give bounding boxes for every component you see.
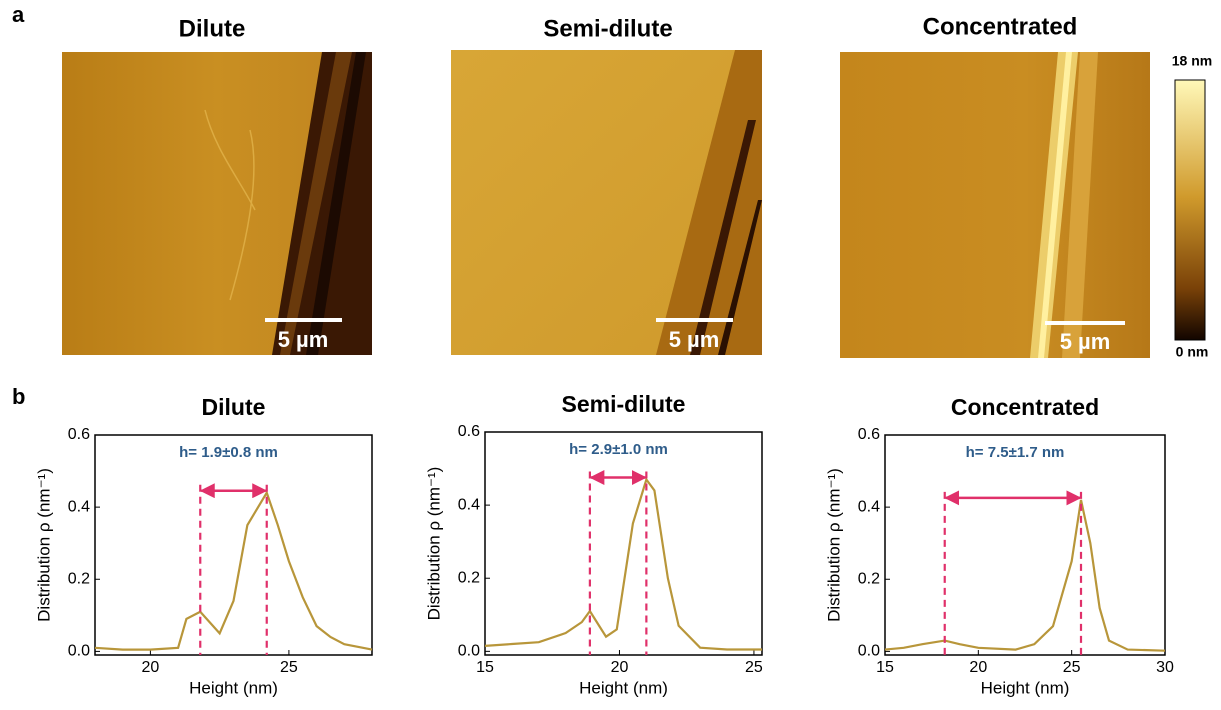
x-tick-label: 25 <box>1063 659 1081 676</box>
panel-label: b <box>12 384 25 409</box>
line-series <box>885 500 1165 651</box>
image-title: Concentrated <box>923 13 1078 40</box>
colorbar-label: 18 nm <box>1172 53 1212 69</box>
x-tick-label: 20 <box>142 659 160 676</box>
x-tick-label: 25 <box>745 659 763 676</box>
x-tick-label: 15 <box>476 659 494 676</box>
plot-frame <box>95 435 372 655</box>
y-axis-label: Distribution ρ (nm⁻¹) <box>424 467 443 621</box>
y-tick-label: 0.6 <box>68 426 90 443</box>
line-series <box>485 480 762 650</box>
colorbar-label: 0 nm <box>1176 344 1209 360</box>
scale-bar-label: 5 µm <box>669 327 720 352</box>
chart-title: Semi-dilute <box>562 391 686 417</box>
y-tick-label: 0.0 <box>458 643 480 660</box>
x-tick-label: 30 <box>1156 659 1174 676</box>
x-tick-label: 15 <box>876 659 894 676</box>
x-axis-label: Height (nm) <box>189 678 278 697</box>
chart-title: Concentrated <box>951 394 1099 420</box>
x-axis-label: Height (nm) <box>981 678 1070 697</box>
afm-image: 5 µm <box>62 52 372 355</box>
scale-bar-label: 5 µm <box>1060 329 1111 354</box>
line-series <box>95 493 372 650</box>
plot-frame <box>885 435 1165 655</box>
panel-label: a <box>12 2 25 27</box>
chart-title: Dilute <box>202 394 266 420</box>
figure: a b Dilute Semi-dilute Concentrated 5 µm… <box>0 0 1221 710</box>
x-tick-label: 25 <box>280 659 298 676</box>
plot-frame <box>485 432 762 655</box>
y-tick-label: 0.0 <box>858 643 880 660</box>
x-axis-label: Height (nm) <box>579 678 668 697</box>
y-tick-label: 0.4 <box>858 498 880 515</box>
annotation: h= 2.9±1.0 nm <box>569 441 668 458</box>
y-tick-label: 0.6 <box>858 426 880 443</box>
image-title: Semi-dilute <box>543 15 672 42</box>
colorbar <box>1175 80 1205 340</box>
y-tick-label: 0.6 <box>458 423 480 440</box>
y-tick-label: 0.4 <box>68 498 90 515</box>
annotation: h= 1.9±0.8 nm <box>179 444 278 461</box>
afm-image: 5 µm <box>451 50 762 355</box>
x-tick-label: 20 <box>611 659 629 676</box>
y-tick-label: 0.2 <box>458 569 480 586</box>
x-tick-label: 20 <box>969 659 987 676</box>
y-tick-label: 0.2 <box>68 570 90 587</box>
y-tick-label: 0.0 <box>68 643 90 660</box>
y-axis-label: Distribution ρ (nm⁻¹) <box>34 468 53 622</box>
y-tick-label: 0.2 <box>858 570 880 587</box>
y-tick-label: 0.4 <box>458 496 480 513</box>
y-axis-label: Distribution ρ (nm⁻¹) <box>824 468 843 622</box>
afm-image: 5 µm <box>840 52 1150 358</box>
image-title: Dilute <box>179 15 246 42</box>
scale-bar-label: 5 µm <box>278 327 329 352</box>
annotation: h= 7.5±1.7 nm <box>966 444 1065 461</box>
